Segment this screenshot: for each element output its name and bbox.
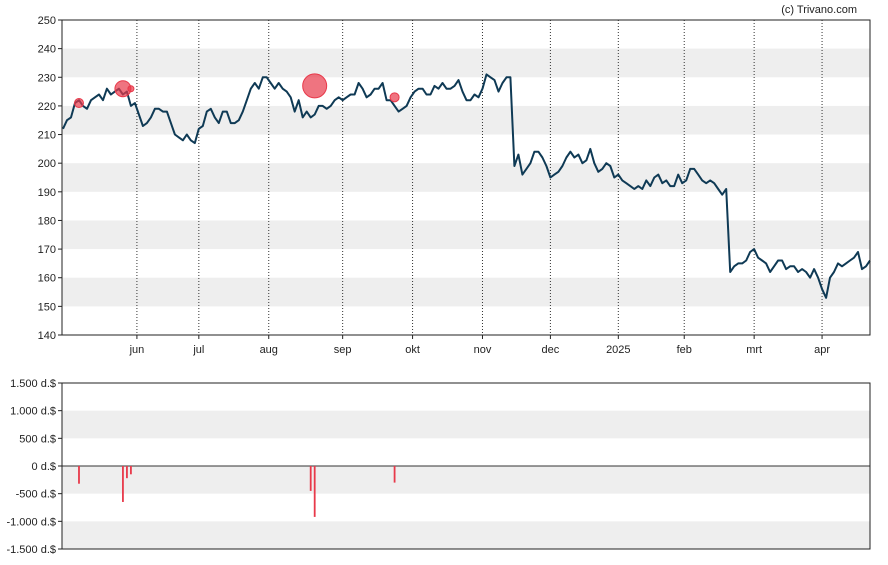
transaction-bar — [313, 466, 316, 517]
y-tick-label: 170 — [38, 244, 56, 256]
x-tick-label: sep — [334, 344, 352, 356]
transaction-grid-band — [62, 410, 870, 439]
transaction-bar — [309, 466, 312, 491]
y-tick-label: 200 — [38, 158, 56, 170]
transaction-bars — [78, 466, 396, 517]
y-tick-label: 140 — [38, 330, 56, 342]
price-grid-band — [62, 105, 870, 135]
y-tick-label: 500 d.$ — [19, 433, 56, 445]
transaction-markers — [73, 73, 400, 109]
transaction-bar — [126, 466, 128, 479]
x-tick-label: apr — [814, 344, 830, 356]
y-tick-label: 240 — [38, 44, 56, 56]
y-tick-label: 250 — [38, 15, 56, 27]
x-tick-label: 2025 — [606, 344, 630, 356]
price-grid-band — [62, 220, 870, 250]
y-tick-label: 210 — [38, 130, 56, 142]
y-tick-label: 150 — [38, 301, 56, 313]
transaction-bar — [130, 466, 132, 475]
month-axis-labels: jun jul aug sep okt nov dec 2025 feb mrt apr — [129, 335, 830, 356]
transaction-marker — [127, 85, 135, 93]
x-tick-label: okt — [405, 344, 420, 356]
x-tick-label: feb — [677, 344, 692, 356]
y-tick-label: 230 — [38, 72, 56, 84]
transaction-marker — [73, 98, 84, 109]
transaction-marker — [302, 73, 328, 99]
x-tick-label: aug — [260, 344, 278, 356]
price-grid-band — [62, 163, 870, 192]
price-axis-labels: 140 150 160 170 180 190 200 210 220 230 240 250 — [38, 15, 62, 342]
x-tick-label: dec — [542, 344, 560, 356]
y-tick-label: -1.500 d.$ — [6, 544, 56, 556]
transaction-grid-bands — [62, 410, 870, 549]
price-line — [62, 73, 871, 299]
y-tick-label: 1.500 d.$ — [10, 378, 56, 390]
y-tick-label: 160 — [38, 273, 56, 285]
transaction-grid-band — [62, 521, 870, 549]
transaction-bar — [78, 466, 80, 484]
y-tick-label: 180 — [38, 215, 56, 227]
y-tick-label: 220 — [38, 101, 56, 113]
price-grid-band — [62, 277, 870, 307]
y-tick-label: 190 — [38, 187, 56, 199]
transaction-bar — [122, 466, 124, 502]
transaction-axis-labels: -1.500 d.$ -1.000 d.$ -500 d.$ 0 d.$ 500 d.$… — [6, 378, 62, 556]
y-tick-label: -500 d.$ — [16, 489, 56, 501]
x-tick-label: mrt — [746, 344, 762, 356]
transaction-grid-band — [62, 466, 870, 494]
y-tick-label: -1.000 d.$ — [6, 516, 56, 528]
price-grid-bands — [62, 48, 870, 307]
credit-text: (c) Trivano.com — [781, 4, 857, 16]
price-plot-frame — [61, 19, 871, 336]
x-tick-label: jun — [129, 344, 145, 356]
transaction-marker — [389, 92, 400, 103]
transaction-bar — [393, 466, 396, 483]
y-tick-label: 0 d.$ — [32, 461, 56, 473]
y-tick-label: 1.000 d.$ — [10, 406, 56, 418]
x-tick-label: jul — [192, 344, 204, 356]
price-grid-band — [62, 48, 870, 78]
x-tick-label: nov — [474, 344, 492, 356]
